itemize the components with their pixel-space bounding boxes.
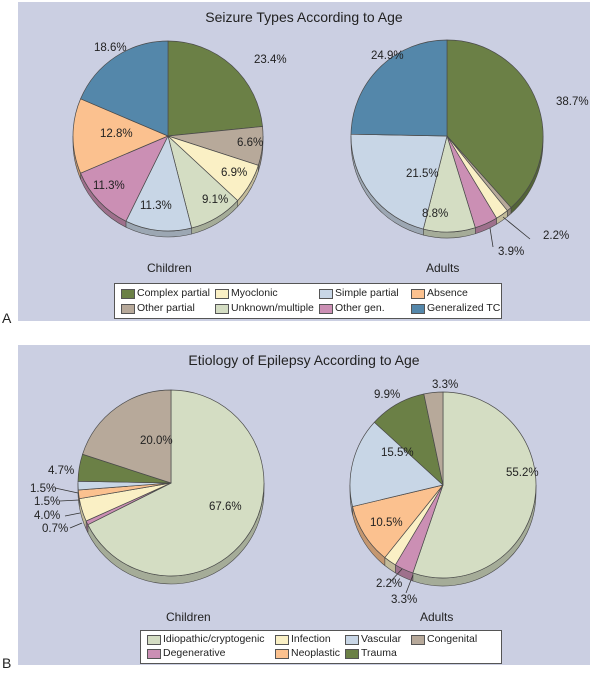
legend-label-trauma: Trauma bbox=[361, 647, 397, 659]
pie-children: 23.4% 6.6% 6.9% 9.1% 11.3% 11.3% 12.8% 18.6% bbox=[72, 40, 287, 238]
pie-caption-children: Children bbox=[166, 610, 211, 624]
slice-label-congenital: 3.3% bbox=[432, 379, 458, 391]
legend-label-degenerative: Degenerative bbox=[163, 647, 226, 659]
legend-swatch-congenital bbox=[411, 635, 425, 645]
legend-label-idiopathic: Idiopathic/cryptogenic bbox=[163, 633, 265, 645]
legend-swatch-absence bbox=[411, 289, 425, 299]
seizure-types-panel: Seizure Types According to Age 23.4% 6.6%… bbox=[18, 2, 590, 321]
pie-slice-generalized_tc bbox=[350, 39, 448, 137]
slice-label-infection: 4.0% bbox=[34, 510, 60, 522]
slice-label-complex_partial: 38.7% bbox=[556, 96, 589, 108]
pie-slice-absence bbox=[72, 98, 169, 174]
legend-label-unknown_multiple: Unknown/multiple bbox=[231, 302, 314, 314]
slice-label-degenerative: 0.7% bbox=[42, 523, 68, 535]
slice-label-absence: 12.8% bbox=[100, 128, 133, 140]
slice-label-degenerative: 3.3% bbox=[391, 594, 417, 606]
legend-label-myoclonic: Myoclonic bbox=[231, 287, 278, 299]
slice-label-vascular: 15.5% bbox=[381, 447, 414, 459]
slice-label-trauma: 4.7% bbox=[48, 465, 74, 477]
slice-label-unknown_multiple: 8.8% bbox=[422, 208, 448, 220]
leader-line-vascular bbox=[54, 487, 79, 494]
pie-slice-vascular bbox=[349, 421, 444, 507]
legend-label-generalized_tc: Generalized TC bbox=[427, 302, 501, 314]
slice-label-simple_partial: 11.3% bbox=[140, 200, 172, 212]
pie-slice-congenital bbox=[82, 389, 172, 484]
legend-swatch-neoplastic bbox=[275, 649, 289, 659]
seizure-types-chart: 23.4% 6.6% 6.9% 9.1% 11.3% 11.3% 12.8% 18.6% Chi… bbox=[72, 39, 589, 275]
pie-adults: 38.7% 2.2% 3.9% 8.8% 21.5% 24.9% bbox=[350, 39, 589, 258]
legend-swatch-idiopathic bbox=[147, 635, 161, 645]
pie-caption-adults: Adults bbox=[420, 610, 453, 624]
legend-swatch-generalized_tc bbox=[411, 304, 425, 314]
slice-label-simple_partial: 21.5% bbox=[406, 168, 439, 180]
legend-label-simple_partial: Simple partial bbox=[335, 287, 399, 299]
etiology-panel: Etiology of Epilepsy According to Age 67… bbox=[18, 345, 590, 665]
pie-adults: 55.2% 3.3% 2.2% 10.5% 15.5% 9.9% 3.3% bbox=[349, 379, 539, 606]
pie-slice-other_gen bbox=[80, 135, 169, 222]
legend-swatch-degenerative bbox=[147, 649, 161, 659]
slice-label-other_gen: 11.3% bbox=[93, 180, 125, 192]
slice-label-vascular: 1.5% bbox=[30, 483, 56, 495]
legend-label-infection: Infection bbox=[291, 633, 331, 645]
legend-swatch-other_gen bbox=[319, 304, 333, 314]
slice-label-idiopathic: 67.6% bbox=[209, 501, 242, 513]
etiology-legend: Idiopathic/cryptogenic Infection Vascular C… bbox=[140, 630, 502, 664]
panel-label-a: A bbox=[2, 310, 12, 326]
legend-swatch-vascular bbox=[345, 635, 359, 645]
pie-slice-generalized_tc bbox=[80, 40, 169, 137]
seizure-types-legend: Complex partial Myoclonic Simple partial Ab… bbox=[114, 283, 502, 319]
slice-label-unknown_multiple: 9.1% bbox=[202, 194, 228, 206]
slice-label-other_partial: 6.6% bbox=[237, 137, 263, 149]
leader-line-infection bbox=[390, 568, 403, 582]
slice-label-trauma: 9.9% bbox=[374, 389, 400, 401]
pie-caption-adults: Adults bbox=[426, 261, 459, 275]
legend-label-absence: Absence bbox=[427, 287, 468, 299]
panel-label-b: B bbox=[2, 655, 12, 671]
leader-line-infection bbox=[64, 512, 81, 517]
legend-label-neoplastic: Neoplastic bbox=[291, 647, 341, 659]
etiology-chart: 67.6% 0.7%4.0% 1.5%1.5% 4.7% 20.0% Children 55… bbox=[30, 379, 539, 624]
pie-slice-idiopathic bbox=[412, 391, 537, 579]
pie-depth bbox=[350, 135, 544, 239]
legend-label-other_partial: Other partial bbox=[137, 302, 195, 314]
legend-swatch-other_partial bbox=[121, 304, 135, 314]
chart-title-seizure-types: Seizure Types According to Age bbox=[205, 9, 403, 25]
slice-label-myoclonic: 6.9% bbox=[221, 167, 247, 179]
pie-caption-children: Children bbox=[147, 261, 192, 275]
slice-label-neoplastic: 1.5% bbox=[34, 496, 60, 508]
slice-label-generalized_tc: 18.6% bbox=[94, 42, 127, 54]
slice-label-idiopathic: 55.2% bbox=[506, 467, 539, 479]
leader-line-neoplastic bbox=[59, 499, 80, 502]
slice-label-other_gen: 3.9% bbox=[498, 246, 524, 258]
legend-swatch-simple_partial bbox=[319, 289, 333, 299]
leader-line-other_gen bbox=[489, 227, 494, 248]
legend-swatch-myoclonic bbox=[215, 289, 229, 299]
slice-label-complex_partial: 23.4% bbox=[254, 54, 287, 66]
slice-label-infection: 2.2% bbox=[376, 578, 402, 590]
pie-slice-idiopathic bbox=[87, 389, 265, 577]
legend-label-other_gen: Other gen. bbox=[335, 302, 385, 314]
slice-label-myoclonic: 2.2% bbox=[543, 230, 569, 242]
slice-label-neoplastic: 10.5% bbox=[370, 517, 403, 529]
legend-swatch-trauma bbox=[345, 649, 359, 659]
slice-label-generalized_tc: 24.9% bbox=[371, 50, 404, 62]
pie-slice-simple_partial bbox=[350, 133, 448, 230]
pie-slice-complex_partial bbox=[167, 40, 263, 137]
legend-label-congenital: Congenital bbox=[427, 633, 478, 645]
leader-line-degenerative bbox=[405, 574, 414, 594]
slice-label-congenital: 20.0% bbox=[140, 435, 173, 447]
leader-line-myoclonic bbox=[502, 216, 531, 240]
pie-slice-complex_partial bbox=[446, 39, 544, 208]
chart-title-etiology: Etiology of Epilepsy According to Age bbox=[188, 352, 420, 368]
legend-swatch-unknown_multiple bbox=[215, 304, 229, 314]
legend-label-vascular: Vascular bbox=[361, 633, 402, 645]
pie-children: 67.6% 0.7%4.0% 1.5%1.5% 4.7% 20.0% bbox=[30, 389, 265, 585]
leader-line-degenerative bbox=[69, 522, 83, 529]
legend-swatch-infection bbox=[275, 635, 289, 645]
pie-slice-simple_partial bbox=[125, 135, 192, 232]
legend-swatch-complex_partial bbox=[121, 289, 135, 299]
legend-label-complex_partial: Complex partial bbox=[137, 287, 210, 299]
pie-slice-congenital bbox=[423, 391, 444, 486]
